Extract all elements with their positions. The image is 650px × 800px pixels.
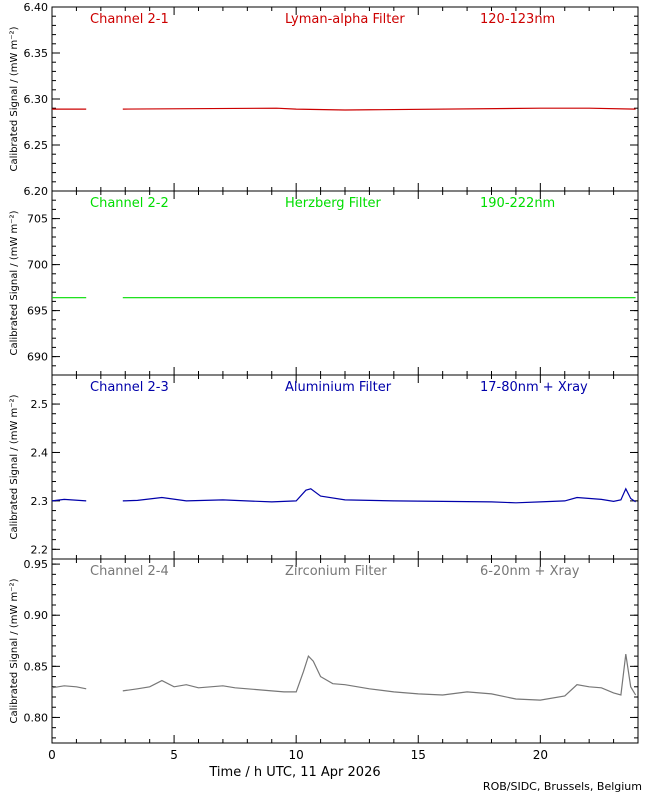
panel-1: 6.20 6.25 6.30 6.35 6.40 Channel 2-1 Lyman-alp… [9, 1, 639, 198]
y-axis-label: Calibrated Signal / (mW m⁻²) [9, 210, 20, 355]
filter-label: Aluminium Filter [285, 380, 392, 395]
y-tick-label: 2.3 [31, 495, 49, 508]
panel-3: 2.2 2.3 2.4 2.5 Channel 2-3 Aluminium Filter 1… [9, 374, 639, 560]
y-tick-label: 2.2 [31, 543, 49, 556]
y-tick-label: 0.90 [24, 609, 49, 622]
y-tick-label: 6.35 [24, 47, 49, 60]
x-axis-label: Time / h UTC, 11 Apr 2026 [208, 765, 380, 780]
y-tick-label: 0.95 [24, 558, 49, 571]
y-axis-label: Calibrated Signal / (mW m⁻²) [9, 394, 20, 539]
y-tick-label: 0.85 [24, 660, 49, 673]
x-tick-label: 15 [411, 748, 426, 762]
channel-label: Channel 2-2 [90, 196, 169, 211]
x-tick-label: 10 [289, 748, 304, 762]
x-tick-label: 5 [170, 748, 178, 762]
series-line [122, 107, 636, 111]
band-label: 190-222nm [480, 196, 555, 211]
y-axis-label: Calibrated Signal / (mW m⁻²) [9, 26, 20, 171]
y-tick-label: 2.4 [31, 446, 49, 459]
filter-label: Zirconium Filter [285, 564, 387, 579]
y-tick-label: 0.80 [24, 711, 49, 724]
panel-frame [51, 374, 639, 560]
channel-label: Channel 2-3 [90, 380, 169, 395]
filter-label: Herzberg Filter [285, 196, 382, 211]
channel-label: Channel 2-4 [90, 564, 169, 579]
filter-label: Lyman-alpha Filter [285, 12, 405, 27]
y-tick-label: 6.30 [24, 93, 49, 106]
x-tick-label: 20 [533, 748, 548, 762]
series-line [51, 498, 87, 502]
y-tick-label: 705 [27, 213, 48, 226]
channel-label: Channel 2-1 [90, 12, 169, 27]
series-line [122, 487, 636, 504]
y-tick-label: 6.25 [24, 139, 49, 152]
y-tick-label: 6.20 [24, 185, 49, 198]
panel-frame [51, 558, 639, 744]
series-line [122, 654, 637, 701]
y-tick-label: 2.5 [31, 398, 49, 411]
panel-4: 0.80 0.85 0.90 0.95 Channel 2-4 Zirconium Fil… [9, 558, 639, 780]
y-tick-label: 695 [27, 305, 48, 318]
band-label: 6-20nm + Xray [480, 564, 580, 579]
series-line [51, 685, 87, 690]
x-tick-label: 0 [48, 748, 56, 762]
y-tick-label: 6.40 [24, 1, 49, 14]
panel-frame [51, 6, 639, 192]
y-tick-label: 700 [27, 259, 48, 272]
y-tick-label: 690 [27, 351, 48, 364]
panel-2: 690 695 700 705 Channel 2-2 Herzberg Filter 19… [9, 190, 639, 376]
band-label: 17-80nm + Xray [480, 380, 588, 395]
band-label: 120-123nm [480, 12, 555, 27]
y-axis-label: Calibrated Signal / (mW m⁻²) [9, 578, 20, 723]
panel-frame [51, 190, 639, 376]
credit-footer: ROB/SIDC, Brussels, Belgium [482, 780, 642, 793]
